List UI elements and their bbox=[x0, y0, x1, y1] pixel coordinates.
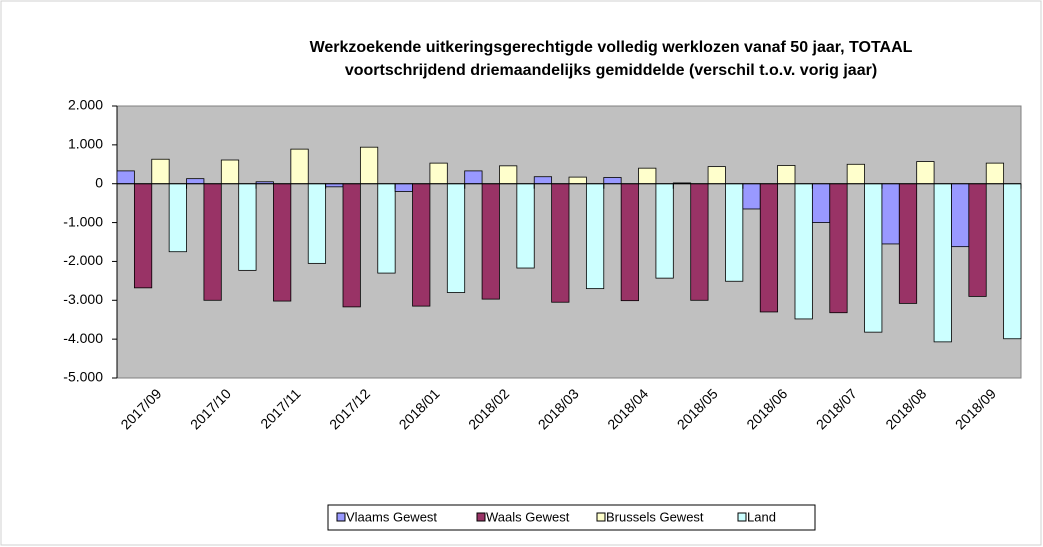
bar bbox=[620, 183, 639, 302]
bar bbox=[481, 183, 500, 300]
bar bbox=[933, 183, 952, 343]
legend-label: Brussels Gewest bbox=[606, 509, 704, 524]
bar bbox=[168, 183, 187, 253]
bar bbox=[968, 183, 987, 297]
y-tick-label: -4.000 bbox=[63, 330, 103, 346]
bar bbox=[394, 183, 413, 192]
bar bbox=[429, 162, 448, 185]
y-tick-label: -5.000 bbox=[63, 369, 103, 385]
bar bbox=[446, 183, 466, 293]
bar bbox=[238, 183, 257, 271]
bar bbox=[220, 159, 240, 185]
bar bbox=[359, 146, 379, 185]
y-tick-label: 0 bbox=[95, 174, 103, 190]
bar bbox=[186, 178, 205, 185]
bar bbox=[377, 183, 396, 274]
bar bbox=[898, 183, 918, 304]
chart-title: Werkzoekende uitkeringsgerechtigde volle… bbox=[310, 39, 913, 56]
legend-box bbox=[327, 504, 816, 531]
bar bbox=[985, 162, 1005, 185]
legend-swatch bbox=[737, 512, 747, 522]
y-tick-label: -3.000 bbox=[63, 291, 103, 307]
bar bbox=[951, 183, 970, 248]
bar bbox=[151, 158, 170, 185]
bar bbox=[568, 176, 587, 185]
bar bbox=[603, 177, 622, 185]
bar bbox=[864, 183, 883, 333]
bar bbox=[290, 148, 309, 185]
bar bbox=[707, 166, 726, 185]
bar bbox=[690, 183, 709, 301]
bar bbox=[551, 183, 570, 303]
legend-swatch bbox=[596, 512, 606, 522]
bar bbox=[811, 183, 831, 223]
bar bbox=[1003, 183, 1022, 340]
bar bbox=[829, 183, 848, 314]
bar bbox=[794, 183, 813, 320]
y-tick-label: -2.000 bbox=[63, 252, 103, 268]
chart-title: voortschrijdend driemaandelijks gemiddel… bbox=[345, 62, 877, 79]
legend-label: Land bbox=[747, 509, 776, 524]
legend-label: Waals Gewest bbox=[486, 509, 570, 524]
y-tick-label: 1.000 bbox=[68, 136, 103, 152]
bar bbox=[881, 183, 900, 245]
bar bbox=[585, 183, 605, 290]
y-tick-label: 2.000 bbox=[68, 97, 103, 113]
legend-swatch bbox=[336, 512, 346, 522]
bar bbox=[464, 170, 483, 185]
bar bbox=[638, 167, 657, 185]
bar bbox=[725, 183, 744, 282]
bar bbox=[116, 170, 135, 185]
bar bbox=[777, 165, 796, 185]
bar bbox=[499, 165, 518, 185]
bar bbox=[846, 163, 865, 185]
bar bbox=[307, 183, 327, 264]
bar bbox=[916, 161, 935, 185]
bar bbox=[133, 183, 153, 289]
bar bbox=[516, 183, 535, 269]
bar bbox=[412, 183, 431, 307]
y-tick-label: -1.000 bbox=[63, 213, 103, 229]
bar bbox=[533, 176, 553, 185]
legend-swatch bbox=[476, 512, 486, 522]
bar bbox=[342, 183, 361, 308]
bar bbox=[742, 183, 761, 210]
bar bbox=[655, 183, 674, 279]
bar bbox=[759, 183, 779, 313]
legend-label: Vlaams Gewest bbox=[346, 509, 437, 524]
bar bbox=[203, 183, 222, 301]
bar bbox=[273, 183, 292, 302]
